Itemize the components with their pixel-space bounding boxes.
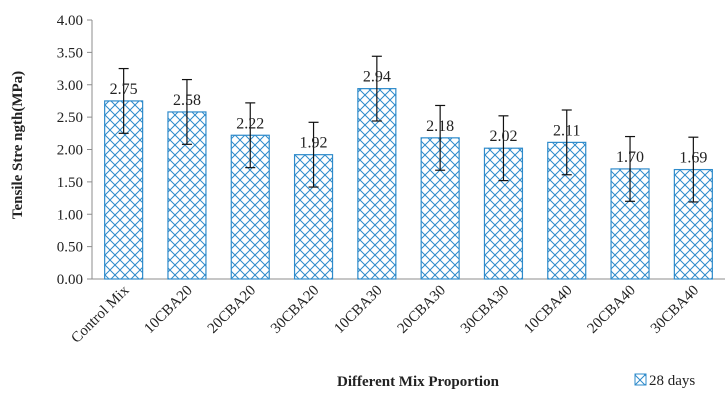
y-tick-label: 2.50 [57, 110, 83, 126]
data-label: 1.92 [300, 135, 328, 152]
data-label: 2.22 [236, 115, 264, 132]
x-category-label: 10CBA30 [331, 283, 385, 337]
bars [104, 55, 713, 280]
x-category-label: 20CBA40 [585, 283, 639, 337]
data-label: 2.11 [553, 122, 580, 139]
y-axis-title: Tensile Stre ngth(MPa) [10, 71, 26, 219]
y-tick-label: 1.50 [57, 175, 83, 191]
data-label: 2.02 [489, 128, 517, 145]
y-tick-label: 3.50 [57, 45, 83, 61]
legend-label-28-days: 28 days [649, 373, 695, 389]
y-tick-label: 1.00 [57, 207, 83, 223]
y-axis: 0.00 0.50 1.00 1.50 2.00 2.50 3.00 3.50 4.00 [57, 13, 93, 288]
data-label: 2.18 [426, 118, 454, 135]
legend-swatch-28-days [634, 373, 647, 386]
data-labels: 2.75 2.58 2.22 1.92 2.94 2.18 2.02 2.11 1.70 1.69 [110, 69, 708, 167]
data-label: 2.94 [363, 69, 391, 86]
legend: 28 days [634, 373, 695, 389]
bar [293, 154, 334, 280]
y-tick-label: 4.00 [57, 13, 83, 29]
data-label: 2.58 [173, 92, 201, 109]
data-label: 2.75 [110, 81, 138, 98]
x-axis-title: Different Mix Proportion [337, 374, 500, 390]
x-category-label: Control Mix [68, 282, 132, 346]
data-label: 1.69 [679, 150, 707, 167]
y-tick-label: 3.00 [57, 78, 83, 94]
x-category-label: 20CBA20 [205, 283, 259, 337]
x-category-label: 20CBA30 [395, 283, 449, 337]
y-tick-label: 2.00 [57, 143, 83, 159]
x-category-label: 10CBA20 [141, 283, 195, 337]
data-label: 1.70 [616, 149, 644, 166]
x-axis: Control Mix 10CBA20 20CBA20 30CBA20 10CBA30 2… [68, 278, 725, 347]
x-category-label: 30CBA30 [458, 283, 512, 337]
x-category-label: 30CBA20 [268, 283, 322, 337]
x-category-label: 10CBA40 [521, 283, 575, 337]
y-tick-label: 0.50 [57, 240, 83, 256]
bar [357, 88, 397, 280]
x-category-label: 30CBA40 [648, 283, 702, 337]
y-tick-label: 0.00 [57, 272, 83, 288]
